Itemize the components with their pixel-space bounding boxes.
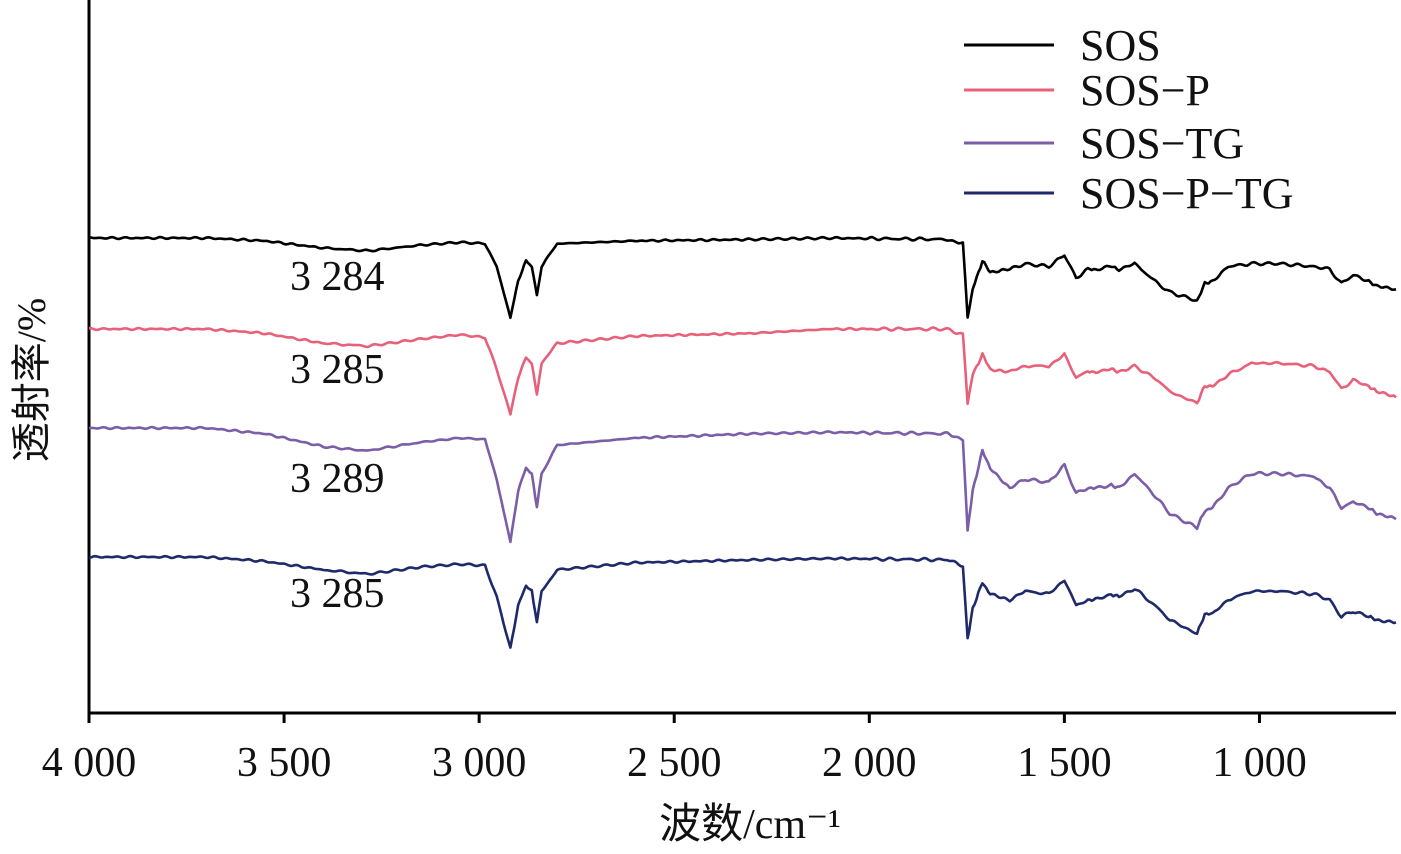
- x-tick-label: 3 500: [237, 740, 332, 786]
- x-tick-label: 2 000: [822, 740, 917, 786]
- legend-label: SOS: [1080, 21, 1161, 70]
- series-line: [88, 425, 1397, 544]
- legend-label: SOS−P−TG: [1080, 169, 1293, 218]
- axes: 4 000 3 500 3 000 2 500 2 000 1 500 1 000: [42, 0, 1396, 786]
- legend-label: SOS−P: [1080, 66, 1210, 115]
- x-tick-label: 2 500: [627, 740, 722, 786]
- x-axis-title: 波数/cm⁻¹: [659, 802, 841, 848]
- y-axis-title: 透射率/%: [9, 297, 54, 463]
- peak-annotation: 3 285: [290, 347, 385, 393]
- peak-annotation: 3 285: [290, 571, 385, 617]
- peak-annotation: 3 284: [290, 254, 385, 300]
- y-axis-title-box: 透射率/%: [4, 260, 54, 500]
- series-layer: [88, 235, 1397, 649]
- x-tick-label: 1 500: [1017, 740, 1112, 786]
- x-tick-label: 3 000: [432, 740, 527, 786]
- legend-label: SOS−TG: [1080, 119, 1244, 168]
- x-tick-label: 4 000: [42, 740, 137, 786]
- peak-annotation: 3 289: [290, 456, 385, 502]
- x-tick-label: 1 000: [1212, 740, 1307, 786]
- series-line: [88, 554, 1397, 649]
- series-line: [88, 235, 1397, 320]
- annotations: 3 284 3 285 3 289 3 285: [290, 254, 385, 617]
- series-line: [89, 326, 1397, 416]
